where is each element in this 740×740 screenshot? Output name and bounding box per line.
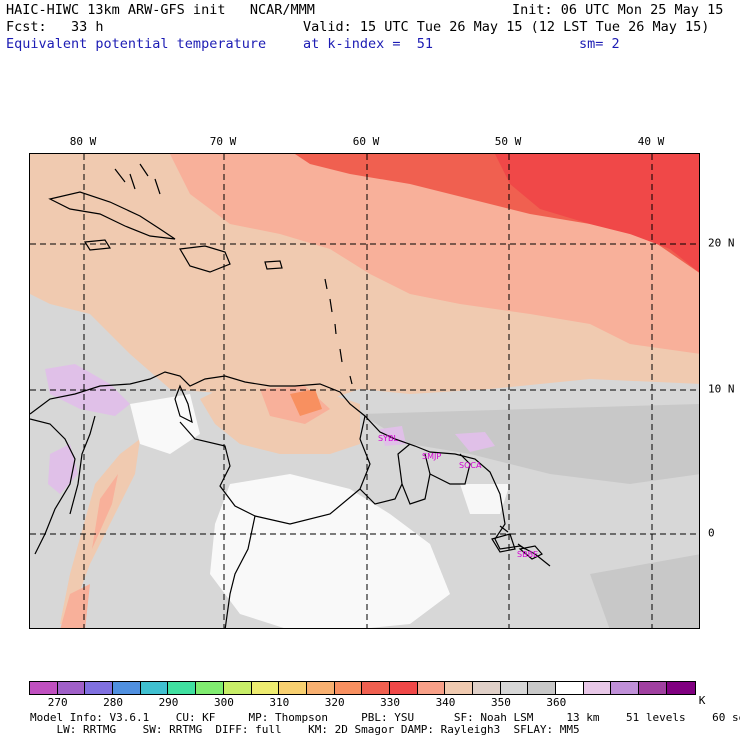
footer-physics-info: LW: RRTMG SW: RRTMG DIFF: full KM: 2D Sm… — [30, 723, 580, 736]
colorbar-tick-label: 310 — [269, 696, 290, 709]
colorbar-tick-label: 290 — [158, 696, 179, 709]
city-label-sbbe: SBBE — [517, 550, 538, 559]
colorbar-swatch — [334, 682, 363, 694]
lat-label-0: 0 — [708, 526, 715, 540]
colorbar-swatch — [30, 682, 58, 694]
colorbar-tick-label: 270 — [47, 696, 68, 709]
coastlines — [30, 163, 551, 628]
colorbar-swatch — [306, 682, 335, 694]
header-valid-time: Valid: 15 UTC Tue 26 May 15 (12 LST Tue … — [303, 19, 710, 35]
colorbar-swatch — [251, 682, 280, 694]
colorbar-swatch — [556, 682, 584, 694]
colorbar-tick-label: 330 — [380, 696, 401, 709]
lat-label-10n: 10 N — [708, 382, 735, 396]
colorbar-swatch — [168, 682, 197, 694]
colorbar — [29, 681, 696, 695]
footer-model-info: Model Info: V3.6.1 CU: KF MP: Thompson P… — [30, 711, 740, 724]
colorbar-swatch — [611, 682, 640, 694]
city-label-smjp: SMJP — [422, 452, 441, 461]
city-label-sybl: SYBL — [378, 434, 398, 443]
header-model-title: HAIC-HIWC 13km ARW-GFS init NCAR/MMM — [6, 2, 315, 18]
colorbar-swatch — [417, 682, 446, 694]
lon-label-60w: 60 W — [352, 135, 380, 148]
lat-label-20n: 20 N — [708, 236, 735, 250]
theta-e-field: SYBL SMJP SOCA SBBE — [30, 154, 699, 628]
colorbar-swatch — [362, 682, 390, 694]
colorbar-swatch — [113, 682, 141, 694]
colorbar-tick-label: 360 — [546, 696, 567, 709]
colorbar-tick-label: 350 — [490, 696, 511, 709]
colorbar-swatch — [196, 682, 224, 694]
colorbar-swatch — [279, 682, 307, 694]
colorbar-tick-label: 300 — [213, 696, 234, 709]
colorbar-swatch — [445, 682, 473, 694]
graticule — [30, 154, 699, 628]
colorbar-swatch — [85, 682, 114, 694]
level-label: at k-index = 51 — [303, 36, 434, 52]
field-name: Equivalent potential temperature — [6, 36, 267, 52]
colorbar-swatch — [500, 682, 529, 694]
lon-label-70w: 70 W — [209, 135, 237, 148]
colorbar-swatch — [583, 682, 612, 694]
colorbar-swatch — [223, 682, 252, 694]
colorbar-swatch — [389, 682, 418, 694]
lon-label-80w: 80 W — [69, 135, 97, 148]
map-panel: SYBL SMJP SOCA SBBE — [29, 153, 700, 629]
colorbar-tick-label: 280 — [103, 696, 124, 709]
colorbar-swatch — [528, 682, 557, 694]
city-label-soca: SOCA — [459, 461, 482, 470]
colorbar-swatch — [473, 682, 501, 694]
colorbar-swatch — [57, 682, 86, 694]
colorbar-swatch — [639, 682, 667, 694]
colorbar-swatch — [666, 682, 695, 694]
colorbar-tick-label: 320 — [324, 696, 345, 709]
colorbar-unit: K — [698, 694, 706, 707]
header-forecast-hour: Fcst: 33 h — [6, 19, 104, 35]
header-init-time: Init: 06 UTC Mon 25 May 15 — [512, 2, 724, 18]
lon-label-40w: 40 W — [637, 135, 665, 148]
smoothing-label: sm= 2 — [579, 36, 620, 52]
colorbar-swatch — [140, 682, 169, 694]
colorbar-tick-label: 340 — [435, 696, 456, 709]
lon-label-50w: 50 W — [494, 135, 522, 148]
